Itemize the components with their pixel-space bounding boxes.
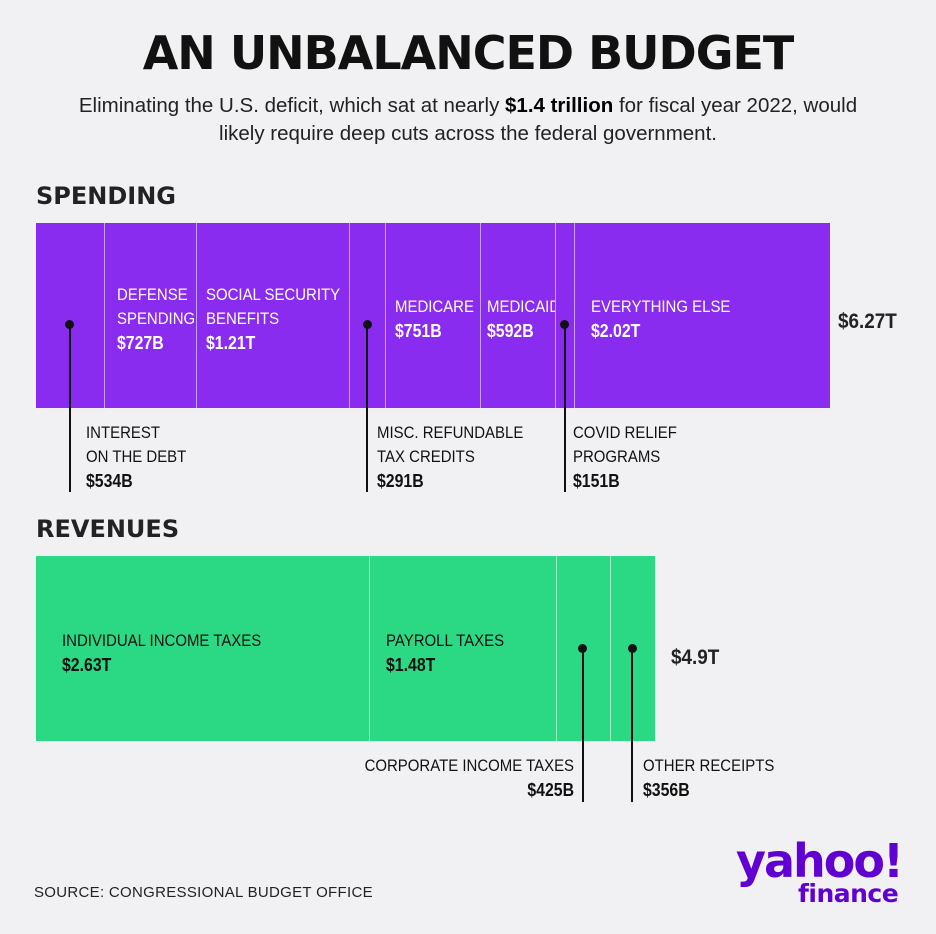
segment-individual-income-taxes: INDIVIDUAL INCOME TAXES $2.63T bbox=[36, 556, 369, 741]
misc-tax-credits-leader-line bbox=[366, 324, 369, 492]
medicaid-label-text: MEDICAID bbox=[487, 297, 561, 316]
other-receipts-callout: OTHER RECEIPTS $356B bbox=[643, 754, 774, 802]
corporate-taxes-label-text: CORPORATE INCOME TAXES bbox=[364, 756, 574, 775]
medicaid-value: $592B bbox=[487, 321, 535, 341]
misc-value: $291B bbox=[377, 471, 424, 491]
social-security-label: SOCIAL SECURITY BENEFITS $1.21T bbox=[206, 283, 340, 355]
interest-label-line1: INTEREST bbox=[86, 423, 160, 442]
logo-finance-wordmark: finance bbox=[798, 879, 899, 908]
logo-yahoo-wordmark: yahoo! bbox=[736, 834, 904, 888]
interest-leader-line bbox=[68, 324, 71, 492]
segment-everything-else: EVERYTHING ELSE $2.02T bbox=[574, 223, 830, 408]
medicare-label-text: MEDICARE bbox=[395, 297, 475, 316]
covid-label-line1: COVID RELIEF bbox=[573, 423, 677, 442]
individual-income-taxes-value: $2.63T bbox=[62, 655, 112, 675]
revenues-bar: INDIVIDUAL INCOME TAXES $2.63T PAYROLL T… bbox=[36, 556, 655, 741]
social-security-label-line2: BENEFITS bbox=[205, 309, 279, 328]
subtitle: Eliminating the U.S. deficit, which sat … bbox=[60, 92, 876, 148]
spending-section-title: SPENDING bbox=[36, 182, 176, 210]
payroll-taxes-label: PAYROLL TAXES $1.48T bbox=[386, 629, 504, 677]
interest-callout: INTEREST ON THE DEBT $534B bbox=[86, 421, 186, 493]
subtitle-text-end: for fiscal year 2022, would likely requi… bbox=[219, 94, 858, 145]
covid-relief-leader-line bbox=[563, 324, 566, 492]
misc-label-line2: TAX CREDITS bbox=[377, 447, 475, 466]
everything-else-label-text: EVERYTHING ELSE bbox=[591, 297, 731, 316]
corporate-taxes-value: $425B bbox=[527, 780, 574, 800]
revenues-total: $4.9T bbox=[671, 646, 720, 669]
spending-total: $6.27T bbox=[838, 310, 897, 333]
covid-label-line2: PROGRAMS bbox=[573, 447, 661, 466]
corporate-taxes-leader-line bbox=[581, 648, 584, 802]
segment-social-security: SOCIAL SECURITY BENEFITS $1.21T bbox=[195, 223, 349, 408]
corporate-taxes-callout: CORPORATE INCOME TAXES $425B bbox=[365, 754, 574, 802]
interest-label-line2: ON THE DEBT bbox=[86, 447, 187, 466]
segment-covid-relief bbox=[555, 223, 575, 408]
subtitle-text-start: Eliminating the U.S. deficit, which sat … bbox=[78, 94, 506, 117]
other-receipts-leader-line bbox=[631, 648, 634, 802]
everything-else-label: EVERYTHING ELSE $2.02T bbox=[591, 295, 730, 343]
source-note: SOURCE: CONGRESSIONAL BUDGET OFFICE bbox=[34, 884, 373, 901]
yahoo-finance-logo: yahoo! finance bbox=[736, 838, 916, 918]
other-receipts-label-text: OTHER RECEIPTS bbox=[643, 756, 775, 775]
medicaid-label: MEDICAID $592B bbox=[487, 295, 560, 343]
misc-tax-credits-callout: MISC. REFUNDABLE TAX CREDITS $291B bbox=[377, 421, 523, 493]
interest-value: $534B bbox=[86, 471, 133, 491]
other-receipts-value: $356B bbox=[643, 780, 690, 800]
defense-label: DEFENSE SPENDING $727B bbox=[117, 283, 195, 355]
social-security-label-line1: SOCIAL SECURITY bbox=[205, 285, 340, 304]
segment-medicaid: MEDICAID $592B bbox=[480, 223, 561, 408]
social-security-value: $1.21T bbox=[205, 333, 255, 353]
medicare-value: $751B bbox=[395, 321, 443, 341]
page-title: AN UNBALANCED BUDGET bbox=[142, 26, 795, 80]
covid-value: $151B bbox=[573, 471, 620, 491]
covid-relief-callout: COVID RELIEF PROGRAMS $151B bbox=[573, 421, 677, 493]
everything-else-value: $2.02T bbox=[591, 321, 641, 341]
subtitle-highlight: $1.4 trillion bbox=[505, 94, 614, 117]
segment-payroll-taxes: PAYROLL TAXES $1.48T bbox=[368, 556, 556, 741]
segment-defense: DEFENSE SPENDING $727B bbox=[103, 223, 196, 408]
misc-label-line1: MISC. REFUNDABLE bbox=[377, 423, 524, 442]
defense-value: $727B bbox=[116, 333, 164, 353]
payroll-taxes-value: $1.48T bbox=[385, 655, 436, 675]
individual-income-taxes-label: INDIVIDUAL INCOME TAXES $2.63T bbox=[62, 629, 261, 677]
defense-label-line1: DEFENSE bbox=[116, 285, 188, 304]
revenues-section-title: REVENUES bbox=[36, 515, 180, 543]
segment-medicare: MEDICARE $751B bbox=[385, 223, 481, 408]
payroll-taxes-label-text: PAYROLL TAXES bbox=[385, 631, 504, 650]
individual-income-taxes-label-text: INDIVIDUAL INCOME TAXES bbox=[62, 631, 262, 650]
spending-bar: DEFENSE SPENDING $727B SOCIAL SECURITY B… bbox=[36, 223, 830, 408]
medicare-label: MEDICARE $751B bbox=[395, 295, 474, 343]
defense-label-line2: SPENDING bbox=[116, 309, 195, 328]
